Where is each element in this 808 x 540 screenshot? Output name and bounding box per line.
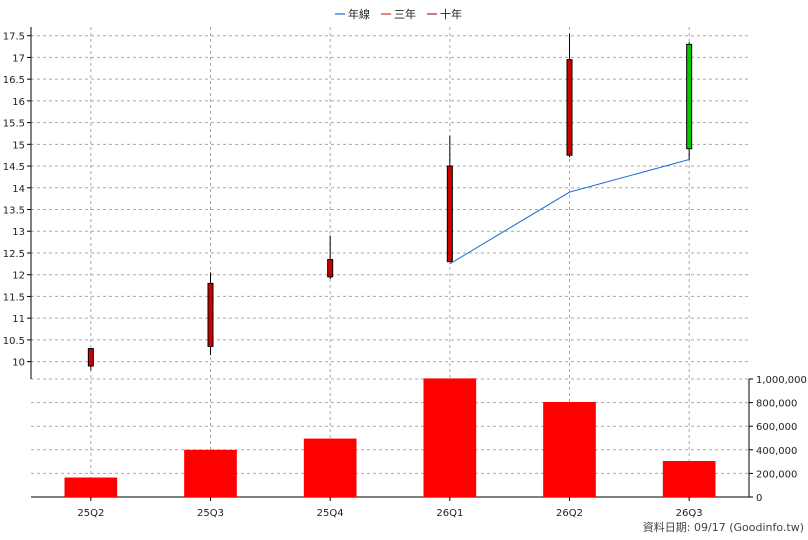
volume-bar	[662, 461, 716, 497]
price-tick-label: 14	[12, 184, 25, 195]
price-tick-label: 12	[12, 271, 25, 282]
price-tick-label: 17.5	[3, 32, 25, 43]
volume-tick-label: 600,000	[756, 422, 797, 433]
price-tick-label: 10.5	[3, 336, 25, 347]
volume-tick-label: 400,000	[756, 446, 797, 457]
legend-label: 十年	[440, 7, 462, 21]
legend-label: 三年	[394, 7, 416, 21]
volume-tick-label: 800,000	[756, 399, 797, 410]
price-tick-label: 14.5	[3, 162, 25, 173]
candle-body	[87, 348, 94, 367]
price-tick-label: 13	[12, 227, 25, 238]
series-line	[449, 159, 690, 265]
volume-bar	[543, 402, 596, 497]
data-date-note: 資料日期: 09/17 (Goodinfo.tw)	[643, 520, 804, 534]
price-tick-label: 15	[12, 140, 25, 151]
candle-body	[327, 258, 334, 278]
legend-label: 年線	[348, 7, 370, 21]
volume-bar	[423, 378, 477, 497]
volume-bars	[64, 378, 716, 497]
price-tick-label: 15.5	[3, 119, 25, 130]
tick-labels: 10 10.5 11 11.5 12 12.5 13 13.5 14 14.5 15 15.5 16 16…	[3, 32, 807, 519]
volume-tick-label: 200,000	[756, 469, 797, 480]
price-tick-label: 11.5	[3, 292, 25, 303]
volume-tick-label: 0	[756, 493, 762, 504]
price-tick-label: 11	[12, 314, 25, 325]
x-tick-label: 25Q3	[197, 508, 224, 519]
legend: 年線 三年 十年	[335, 7, 462, 21]
candle-body	[446, 165, 453, 263]
x-tick-label: 26Q1	[436, 508, 463, 519]
price-tick-label: 16	[12, 97, 25, 108]
axes	[27, 27, 753, 501]
candles	[87, 33, 693, 371]
moving-average-lines	[449, 159, 690, 265]
x-tick-label: 25Q4	[317, 508, 344, 519]
price-tick-label: 17	[12, 53, 25, 64]
x-tick-label: 25Q2	[77, 508, 104, 519]
volume-bar	[184, 449, 237, 497]
candle-body	[686, 43, 693, 150]
candle-body	[566, 59, 573, 156]
price-tick-label: 10	[12, 358, 25, 369]
x-tick-label: 26Q2	[556, 508, 583, 519]
grid-lines	[31, 27, 749, 498]
x-tick-label: 26Q3	[676, 508, 703, 519]
price-tick-label: 13.5	[3, 206, 25, 217]
price-tick-label: 16.5	[3, 75, 25, 86]
volume-bar	[303, 438, 357, 497]
candle-body	[207, 282, 214, 347]
volume-tick-label: 1,000,000	[756, 375, 807, 386]
price-tick-label: 12.5	[3, 249, 25, 260]
volume-bar	[64, 477, 118, 497]
